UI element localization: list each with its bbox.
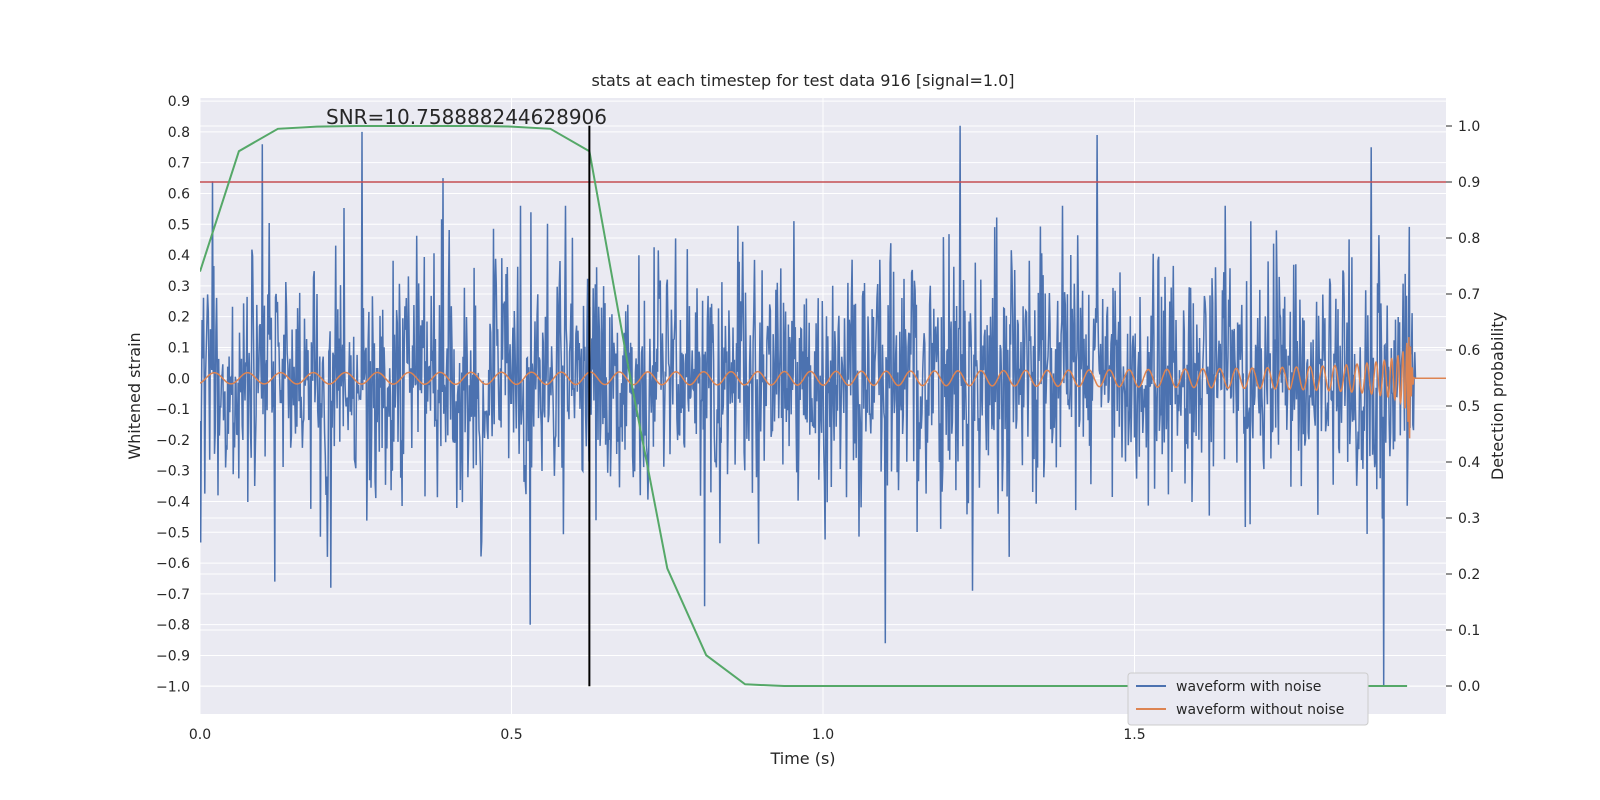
y-tick-label: −0.6 [156,556,190,572]
y-axis-ticks: 0.9 0.8 0.7 0.6 0.5 0.4 0.3 0.2 0.1 0.0 −0.1 −0.2 −0… [156,94,190,695]
y2-tick-label: 0.2 [1458,567,1480,583]
plot-area [200,125,1446,687]
y-tick-label: −0.7 [156,587,190,603]
y-tick-label: −0.4 [156,494,190,510]
y2-axis-label: Detection probability [1488,312,1507,480]
series-line-waveform-with-noise [200,125,1446,687]
y2-tick-label: 0.6 [1458,343,1480,359]
y-tick-label: 0.8 [168,125,190,141]
y-axis-label: Whitened strain [125,332,144,459]
legend-label-waveform-with-noise: waveform with noise [1176,679,1321,695]
y2-tick-label: 0.0 [1458,679,1480,695]
chart-title: stats at each timestep for test data 916… [591,71,1014,90]
snr-annotation: SNR=10.758888244628906 [326,105,607,129]
y-tick-label: 0.5 [168,217,190,233]
y2-tick-label: 0.1 [1458,623,1480,639]
y2-tick-label: 0.3 [1458,511,1480,527]
y-tick-label: −0.5 [156,525,190,541]
y-tick-label: 0.9 [168,94,190,110]
series-line-waveform-without-noise [200,337,1446,439]
x-tick-label: 1.0 [812,727,834,743]
y2-tick-label: 0.7 [1458,287,1480,303]
y-tick-label: −0.8 [156,618,190,634]
x-axis-ticks: 0.0 0.5 1.0 1.5 [189,727,1146,743]
y-tick-label: 0.0 [168,371,190,387]
y2-tick-label: 1.0 [1458,119,1480,135]
legend-box [1127,672,1369,726]
x-tick-label: 0.5 [500,727,522,743]
y-tick-label: 0.4 [168,248,190,264]
x-tick-label: 0.0 [189,727,211,743]
y2-tick-label: 0.9 [1458,175,1480,191]
y-tick-label: −0.2 [156,433,190,449]
y2-tick-label: 0.5 [1458,399,1480,415]
y-tick-label: 0.1 [168,340,190,356]
legend: waveform with noise waveform without noi… [1127,672,1369,726]
y-tick-label: 0.2 [168,310,190,326]
y-tick-label: −0.3 [156,464,190,480]
y-tick-label: 0.7 [168,156,190,172]
series-layer [200,125,1446,687]
legend-label-waveform-without-noise: waveform without noise [1176,702,1344,718]
y2-tick-label: 0.4 [1458,455,1480,471]
y2-axis-ticks: 1.0 0.9 0.8 0.7 0.6 0.5 0.4 0.3 0.2 0.1 0.0 [1446,119,1480,695]
y-tick-label: 0.6 [168,186,190,202]
x-axis-label: Time (s) [769,749,835,768]
y-tick-label: 0.3 [168,279,190,295]
x-tick-label: 1.5 [1123,727,1145,743]
y-tick-label: −0.9 [156,648,190,664]
y2-tick-label: 0.8 [1458,231,1480,247]
y-tick-label: −1.0 [156,679,190,695]
y-tick-label: −0.1 [156,402,190,418]
